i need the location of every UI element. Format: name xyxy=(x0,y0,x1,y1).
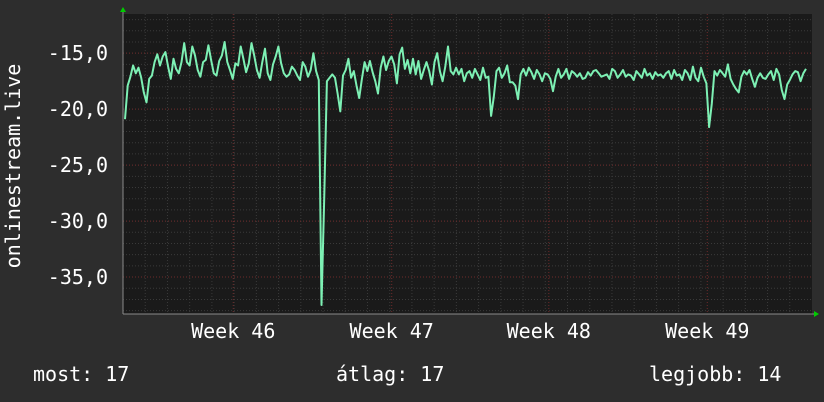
series-line xyxy=(124,41,807,306)
y-axis-label: onlinestream.live xyxy=(1,64,25,269)
x-tick-label: Week 48 xyxy=(507,319,591,343)
y-tick-label: -15,0 xyxy=(48,41,108,65)
x-tick-label: Week 46 xyxy=(191,319,275,343)
x-tick-label: Week 49 xyxy=(665,319,749,343)
x-grid xyxy=(232,14,708,314)
legend-average: átlag: 17 xyxy=(336,362,445,386)
legend-current: most: 17 xyxy=(33,362,130,386)
x-tick-label: Week 47 xyxy=(350,319,434,343)
y-tick-label: -20,0 xyxy=(48,97,108,121)
minor-grid xyxy=(123,14,812,314)
major-grid xyxy=(123,52,812,278)
y-axis-arrow xyxy=(120,7,126,12)
x-axis-ticks: Week 46 Week 47 Week 48 Week 49 xyxy=(191,319,749,343)
y-tick-label: -35,0 xyxy=(48,265,108,289)
y-tick-label: -30,0 xyxy=(48,209,108,233)
y-tick-label: -25,0 xyxy=(48,153,108,177)
legend-best: legjobb: 14 xyxy=(649,362,782,386)
x-axis-arrow xyxy=(814,311,819,317)
y-axis-ticks: -15,0 -20,0 -25,0 -30,0 -35,0 xyxy=(48,41,108,289)
